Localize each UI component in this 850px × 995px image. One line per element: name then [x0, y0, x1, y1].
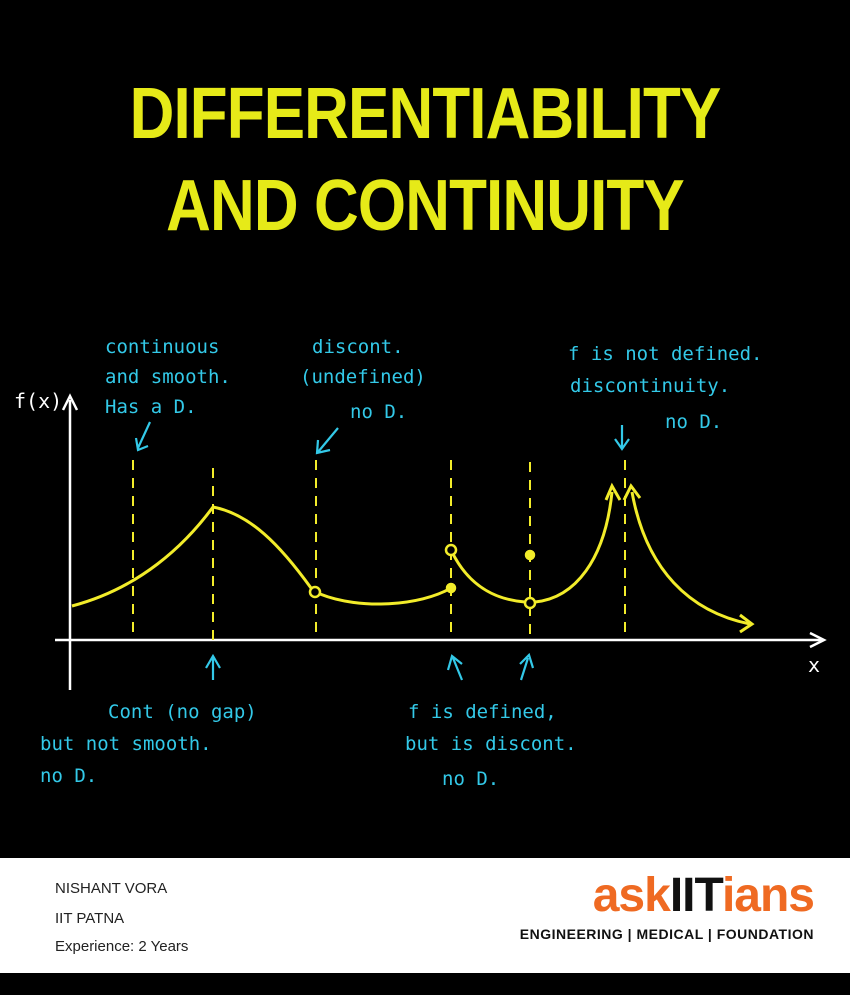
- note-line: no D.: [665, 411, 722, 433]
- logo-ask: ask: [592, 869, 671, 922]
- note-line: no D.: [40, 765, 97, 787]
- annotation-not-defined: f is not defined. discontinuity. no D.: [568, 343, 762, 433]
- curve-points: [308, 543, 537, 610]
- curve-segment-5: [630, 491, 751, 626]
- arrow-asymptote: [614, 425, 630, 451]
- open-point-jump: [444, 543, 458, 557]
- note-line: f is defined,: [408, 701, 557, 723]
- footer: NISHANT VORA IIT PATNA Experience: 2 Yea…: [0, 858, 850, 973]
- author-experience: Experience: 2 Years: [55, 938, 189, 955]
- logo-ians: ians: [721, 869, 815, 922]
- curve-arrows: [604, 482, 755, 634]
- filled-point-removable: [524, 549, 536, 561]
- askiitians-logo: askIITians ENGINEERING | MEDICAL | FOUND…: [519, 869, 815, 943]
- bottom-border: [0, 973, 850, 995]
- y-axis-label: f(x): [14, 389, 62, 413]
- arrow-smooth: [134, 421, 151, 452]
- author-institute: IIT PATNA: [55, 910, 125, 927]
- open-point-removable: [523, 596, 537, 610]
- annotation-undefined: discont. (undefined) no D.: [300, 336, 426, 423]
- arrow-up-left: [604, 482, 622, 501]
- annotation-defined-discont: f is defined, but is discont. no D.: [405, 701, 577, 790]
- note-line: Cont (no gap): [108, 701, 257, 723]
- curve-segment-2: [319, 586, 452, 606]
- axes: [55, 393, 827, 690]
- arrow-removable: [519, 652, 535, 681]
- title-line-1: DIFFERENTIABILITY: [129, 74, 722, 154]
- author-name: NISHANT VORA: [55, 880, 168, 897]
- arrow-up-right: [622, 483, 642, 501]
- note-line: (undefined): [300, 366, 426, 388]
- x-axis-arrow: [809, 631, 827, 649]
- note-line: f is not defined.: [568, 343, 762, 365]
- note-line: and smooth.: [105, 366, 231, 388]
- curve-segment-3: [449, 549, 526, 604]
- note-line: continuous: [105, 336, 219, 358]
- arrow-right: [739, 613, 755, 634]
- curve-segment-1: [71, 505, 313, 608]
- y-axis-arrow: [61, 393, 79, 411]
- annotation-continuous-smooth: continuous and smooth. Has a D.: [105, 336, 231, 418]
- note-line: discont.: [312, 336, 404, 358]
- logo-tagline: ENGINEERING | MEDICAL | FOUNDATION: [519, 926, 814, 942]
- arrow-jump: [446, 654, 464, 681]
- logo-iit: IIT: [669, 869, 723, 922]
- title-line-2: AND CONTINUITY: [166, 166, 685, 246]
- note-line: discontinuity.: [570, 375, 730, 397]
- continuity-diagram: f(x) x continuous: [14, 336, 827, 790]
- logo-wordmark: askIITians: [520, 869, 815, 922]
- open-point-hole: [308, 585, 322, 599]
- function-curve: [71, 491, 751, 626]
- note-line: Has a D.: [105, 396, 197, 418]
- note-line: no D.: [442, 768, 499, 790]
- note-line: but not smooth.: [40, 733, 212, 755]
- note-line: no D.: [350, 401, 407, 423]
- dashed-guides: [132, 460, 626, 640]
- note-line: but is discont.: [405, 733, 577, 755]
- filled-point-jump: [445, 582, 457, 594]
- arrow-hole: [315, 427, 339, 455]
- arrow-corner: [205, 653, 221, 680]
- x-axis-label: x: [808, 653, 820, 677]
- annotation-arrows: [134, 421, 630, 681]
- curve-segment-4: [534, 491, 614, 604]
- annotation-corner: Cont (no gap) but not smooth. no D.: [40, 701, 257, 787]
